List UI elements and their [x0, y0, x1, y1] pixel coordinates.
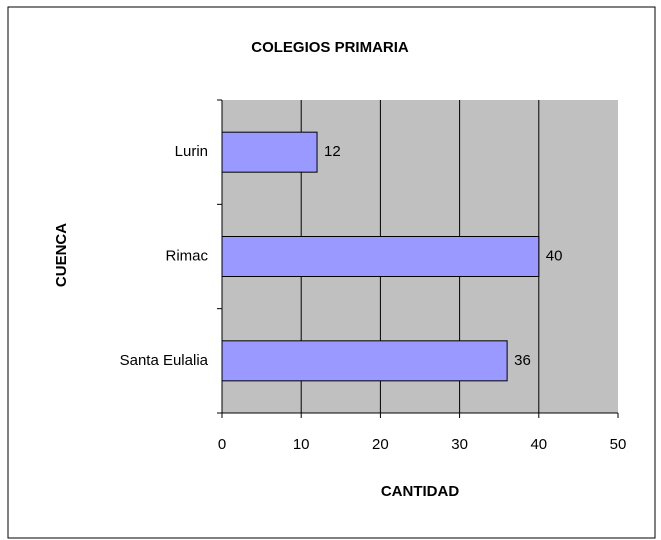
x-tick-label: 10 — [293, 436, 310, 453]
y-tick-label: Santa Eulalia — [120, 352, 209, 369]
x-tick-label: 40 — [530, 436, 547, 453]
x-tick-label: 50 — [610, 436, 627, 453]
x-tick-label: 0 — [218, 436, 226, 453]
y-tick-label: Lurin — [175, 143, 208, 160]
bar — [221, 131, 318, 173]
value-label: 12 — [324, 143, 341, 160]
y-axis-label: CUENCA — [53, 223, 70, 287]
value-label: 36 — [514, 352, 531, 369]
x-tick-label: 20 — [372, 436, 389, 453]
bar — [221, 236, 540, 277]
y-tick-label: Rimac — [165, 247, 208, 264]
chart-title: COLEGIOS PRIMARIA — [251, 39, 409, 56]
x-axis-label: CANTIDAD — [381, 483, 459, 500]
plot: 0 10 20 30 40 50 Lurin 12 Rimac 40 Santa Eulalia 36 — [120, 99, 627, 453]
value-label: 40 — [546, 247, 563, 264]
bar — [221, 340, 508, 382]
x-tick-label: 30 — [451, 436, 468, 453]
